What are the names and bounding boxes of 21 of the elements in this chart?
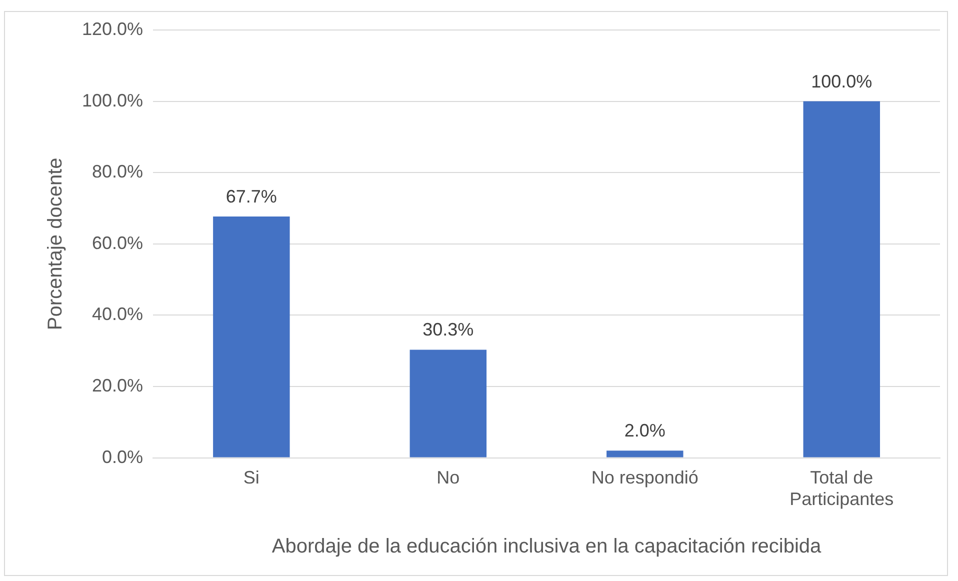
y-tick-label: 20.0% [92,375,144,396]
y-tick-label: 0.0% [102,446,144,467]
y-tick-label: 60.0% [92,232,144,253]
data-label: 2.0% [624,420,666,441]
y-tick-label: 40.0% [92,304,144,324]
bar [213,216,290,458]
bar [803,101,880,458]
x-tick-label: No respondió [591,468,698,488]
y-tick-label: 100.0% [82,90,144,110]
bar [410,350,487,458]
y-tick-label: 80.0% [92,162,144,182]
y-axis-title: Porcentaje docente [44,158,67,330]
bar [606,450,684,458]
x-tick-label: Total de Participantes [790,468,894,510]
y-tick-label: 120.0% [82,18,144,39]
data-label: 100.0% [811,71,872,92]
x-tick-label: No [436,468,460,488]
x-axis-title: Abordaje de la educación inclusiva en la capacitación recibida [272,536,822,558]
data-label: 67.7% [226,186,277,206]
x-tick-label: Si [243,468,260,488]
data-label: 30.3% [422,320,474,340]
